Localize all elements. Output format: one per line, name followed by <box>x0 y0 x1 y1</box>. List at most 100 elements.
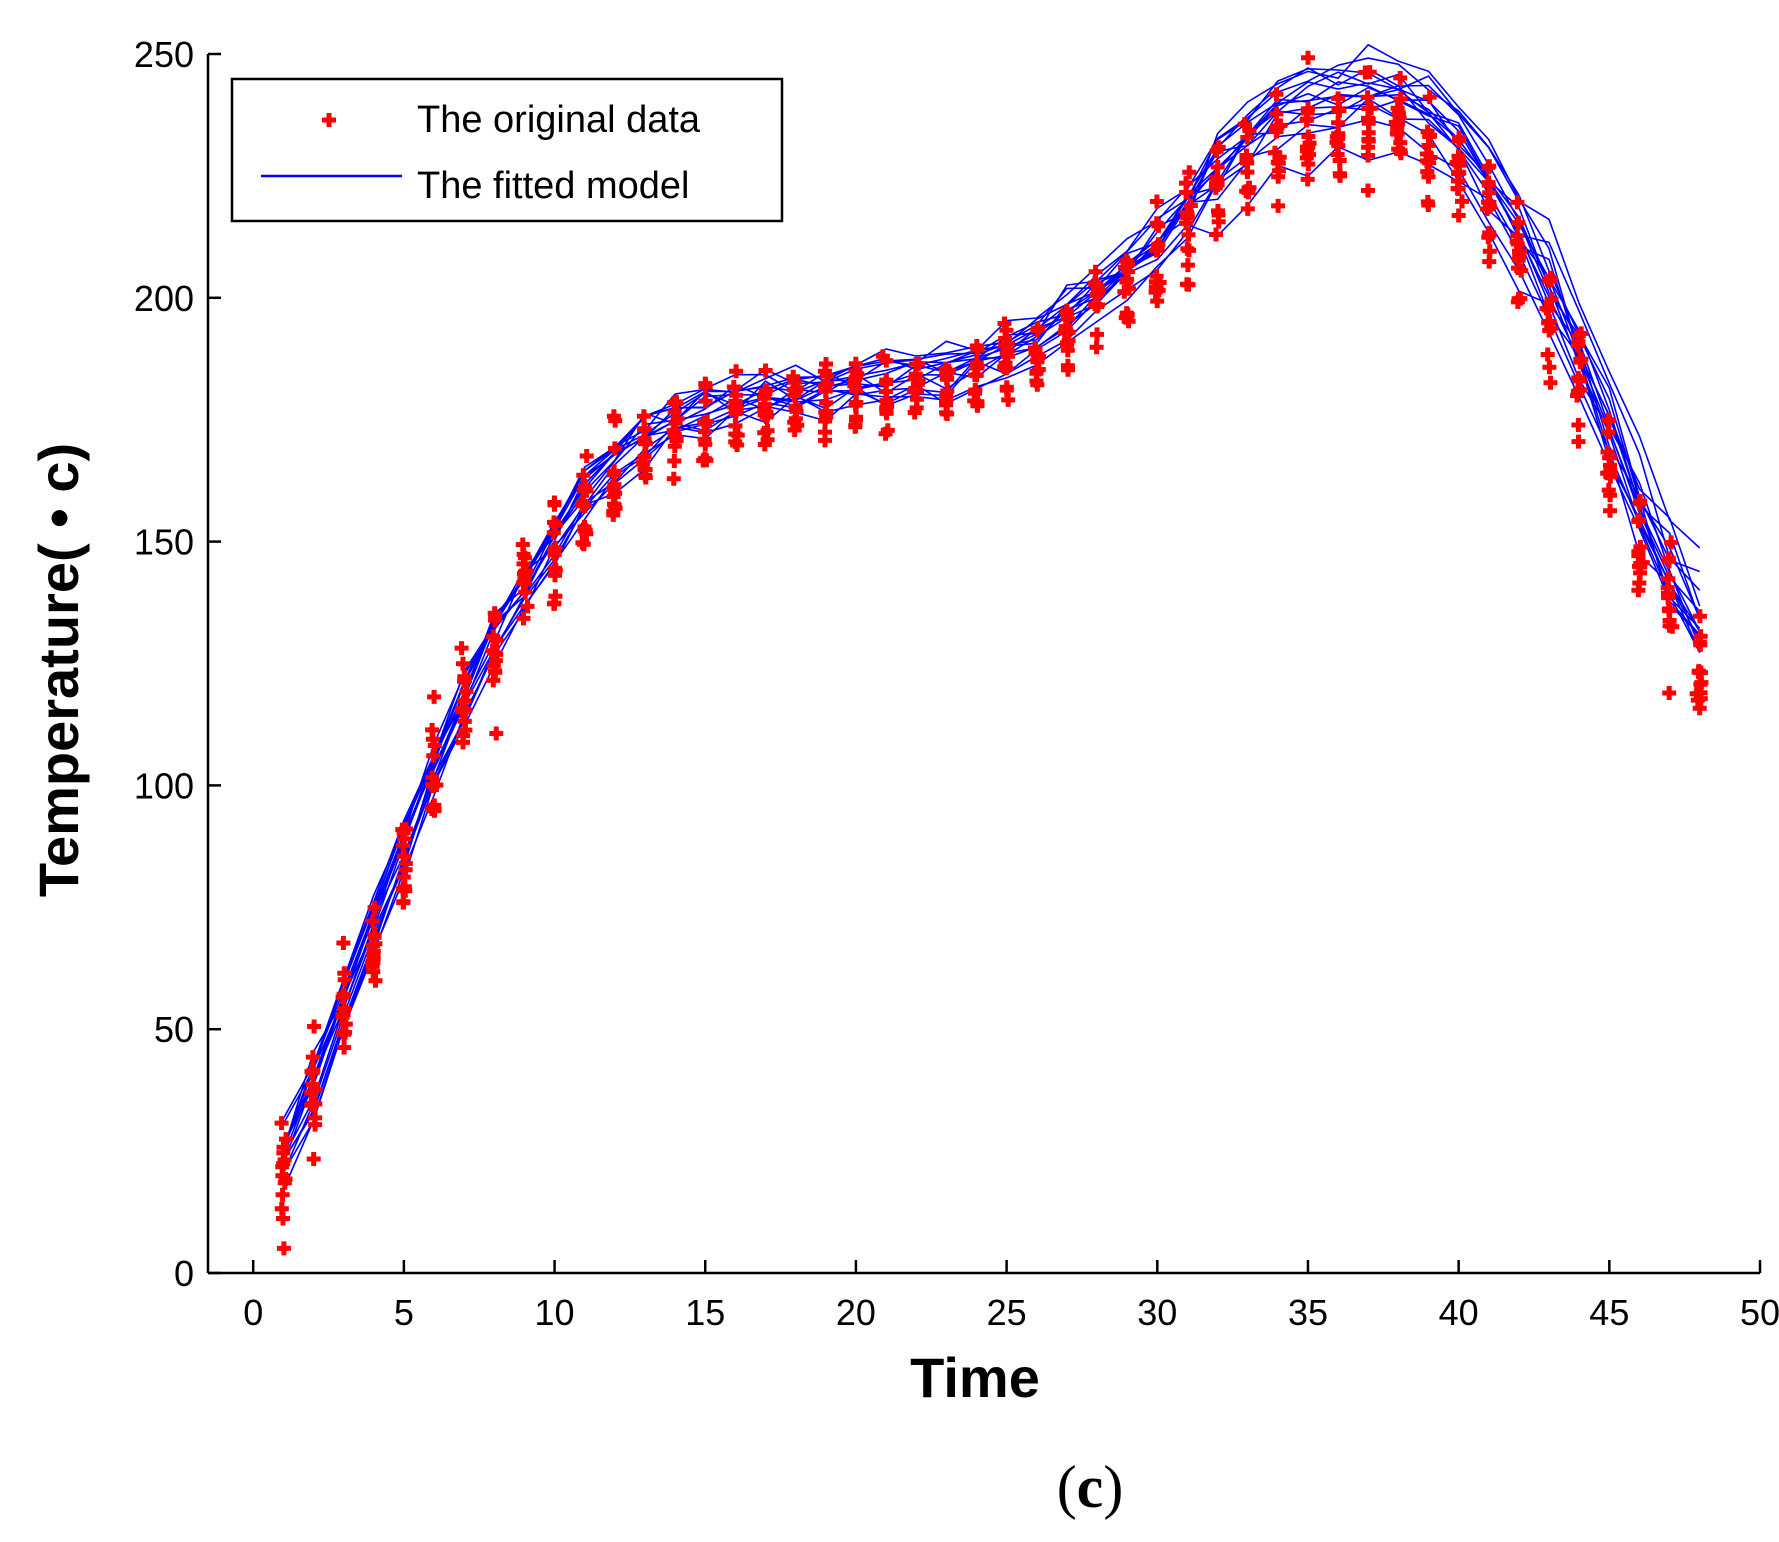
data-point <box>1211 140 1226 155</box>
data-point <box>1300 106 1315 120</box>
data-point <box>1182 243 1196 258</box>
data-point <box>1149 216 1164 231</box>
data-point <box>454 641 469 656</box>
data-point <box>819 357 833 371</box>
data-point <box>1419 147 1434 161</box>
data-point <box>1662 601 1677 616</box>
data-point <box>308 1096 323 1111</box>
data-point <box>1331 91 1346 106</box>
fitted-model-line <box>282 86 1701 1159</box>
data-point <box>1540 347 1555 362</box>
data-point <box>1693 629 1708 644</box>
data-point <box>336 936 351 950</box>
data-point <box>1632 512 1646 527</box>
data-point <box>335 1008 350 1023</box>
legend: The original data The fitted model <box>230 77 784 223</box>
data-point <box>578 478 593 493</box>
data-point <box>278 1172 293 1186</box>
data-point <box>1300 172 1315 187</box>
data-point <box>1181 227 1196 242</box>
data-point <box>1089 340 1104 355</box>
data-point <box>606 467 621 482</box>
data-point <box>1389 126 1404 141</box>
data-point <box>1150 294 1165 309</box>
data-point <box>1451 134 1466 148</box>
data-point <box>457 674 472 689</box>
data-point <box>1301 50 1315 65</box>
panel-label-open: ( <box>1057 1454 1077 1520</box>
data-point <box>1059 303 1074 318</box>
x-tick-label: 35 <box>1288 1292 1328 1333</box>
data-point <box>1331 138 1346 153</box>
data-point <box>1661 551 1676 566</box>
data-point <box>1182 165 1197 180</box>
data-point <box>1482 254 1497 269</box>
data-point <box>1271 198 1286 213</box>
data-point <box>1601 412 1616 427</box>
data-point <box>1571 418 1586 432</box>
data-point <box>274 1201 289 1216</box>
data-point <box>337 1040 352 1055</box>
data-point <box>1635 555 1650 570</box>
data-point <box>819 395 834 410</box>
data-point <box>1209 227 1223 242</box>
data-point <box>1422 129 1437 144</box>
data-point <box>547 497 562 512</box>
x-axis-title: Time <box>910 1346 1040 1409</box>
data-point <box>999 323 1014 338</box>
fitted-model-line <box>282 97 1701 1161</box>
data-point <box>366 955 381 970</box>
x-tick-label: 40 <box>1439 1292 1479 1333</box>
data-point <box>274 1116 289 1131</box>
data-point <box>637 422 652 437</box>
data-point <box>818 384 833 399</box>
data-point <box>367 930 382 945</box>
y-tick-label: 200 <box>134 278 194 319</box>
data-point <box>878 376 893 391</box>
data-point <box>1510 195 1525 210</box>
axes: 0 5 10 15 20 25 30 35 40 45 50 0 50 100 150 200 250 <box>134 34 1779 1333</box>
legend-marker-data <box>322 113 336 127</box>
data-point <box>1542 314 1557 329</box>
data-point <box>667 427 682 442</box>
data-point <box>307 1019 322 1034</box>
y-tick-label: 0 <box>174 1253 194 1294</box>
data-point <box>577 519 592 534</box>
data-point <box>786 369 801 384</box>
data-point <box>455 701 470 716</box>
data-point <box>1661 571 1676 586</box>
data-point <box>999 380 1014 395</box>
data-point <box>1632 496 1647 511</box>
data-point <box>1482 228 1497 243</box>
data-point <box>608 501 623 516</box>
data-point <box>638 436 653 451</box>
data-point <box>398 856 413 871</box>
legend-label-model: The fitted model <box>417 165 689 207</box>
data-point <box>1211 214 1226 229</box>
data-point <box>637 449 652 464</box>
legend-label-data: The original data <box>417 99 701 141</box>
data-point <box>1393 70 1408 85</box>
data-point <box>970 398 985 413</box>
data-point <box>879 406 894 421</box>
data-point <box>548 518 563 533</box>
data-point <box>1331 115 1346 130</box>
data-point <box>667 454 682 468</box>
data-point <box>1421 169 1436 184</box>
data-point <box>1572 382 1587 397</box>
original-data-points <box>274 50 1709 1256</box>
fitted-model-line <box>282 99 1701 1162</box>
data-point <box>305 1050 320 1065</box>
data-point <box>304 1064 319 1079</box>
data-point <box>337 1027 352 1042</box>
data-point <box>1450 181 1465 196</box>
data-point <box>1180 258 1195 273</box>
data-point <box>548 563 563 578</box>
data-point <box>1119 253 1134 268</box>
data-point <box>396 838 411 853</box>
data-point <box>1542 360 1557 375</box>
data-point <box>366 914 380 929</box>
data-point <box>848 372 863 386</box>
data-point <box>488 646 503 660</box>
data-point <box>1362 65 1377 80</box>
